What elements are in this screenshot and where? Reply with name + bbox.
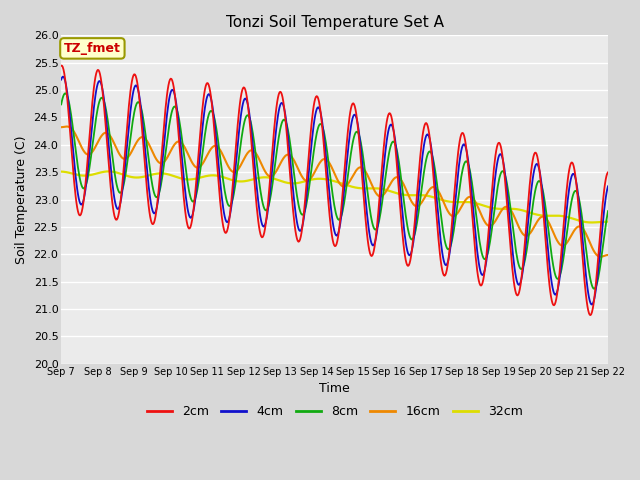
Y-axis label: Soil Temperature (C): Soil Temperature (C): [15, 135, 28, 264]
Title: Tonzi Soil Temperature Set A: Tonzi Soil Temperature Set A: [226, 15, 444, 30]
Text: TZ_fmet: TZ_fmet: [64, 42, 121, 55]
X-axis label: Time: Time: [319, 382, 350, 395]
Legend: 2cm, 4cm, 8cm, 16cm, 32cm: 2cm, 4cm, 8cm, 16cm, 32cm: [141, 400, 527, 423]
